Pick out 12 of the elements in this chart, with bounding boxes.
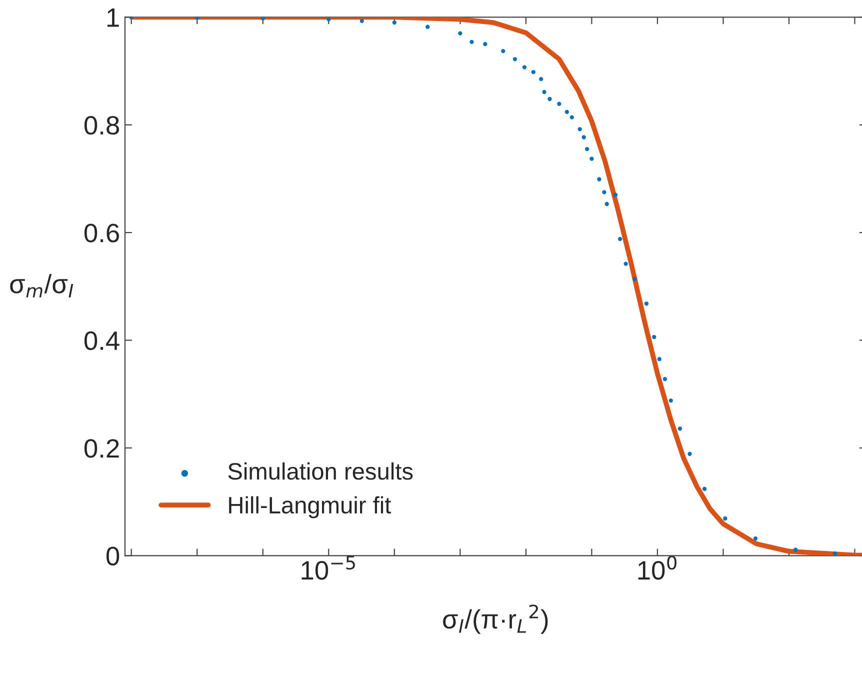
legend-label: Hill-Langmuir fit	[229, 496, 392, 518]
y-tick-label: 0.2	[84, 439, 119, 458]
legend-label: Simulation results	[228, 462, 413, 480]
y-axis-title: σ$_{m}$/σ$_{I}$	[10, 274, 74, 298]
y-tick-label: 0.8	[84, 116, 119, 135]
x-tick-label: 10$^{−5}$	[302, 556, 355, 580]
y-tick-label: 0.4	[84, 331, 120, 350]
x-axis-title: σ$_{I}$/(π·r$_{L}$$^{2}$)	[443, 604, 548, 634]
y-tick-label: 1	[107, 8, 119, 27]
y-tick-label: 0	[106, 546, 120, 566]
x-tick-label: 10$^{0}$	[638, 556, 676, 580]
y-tick-label: 0.6	[84, 224, 119, 242]
